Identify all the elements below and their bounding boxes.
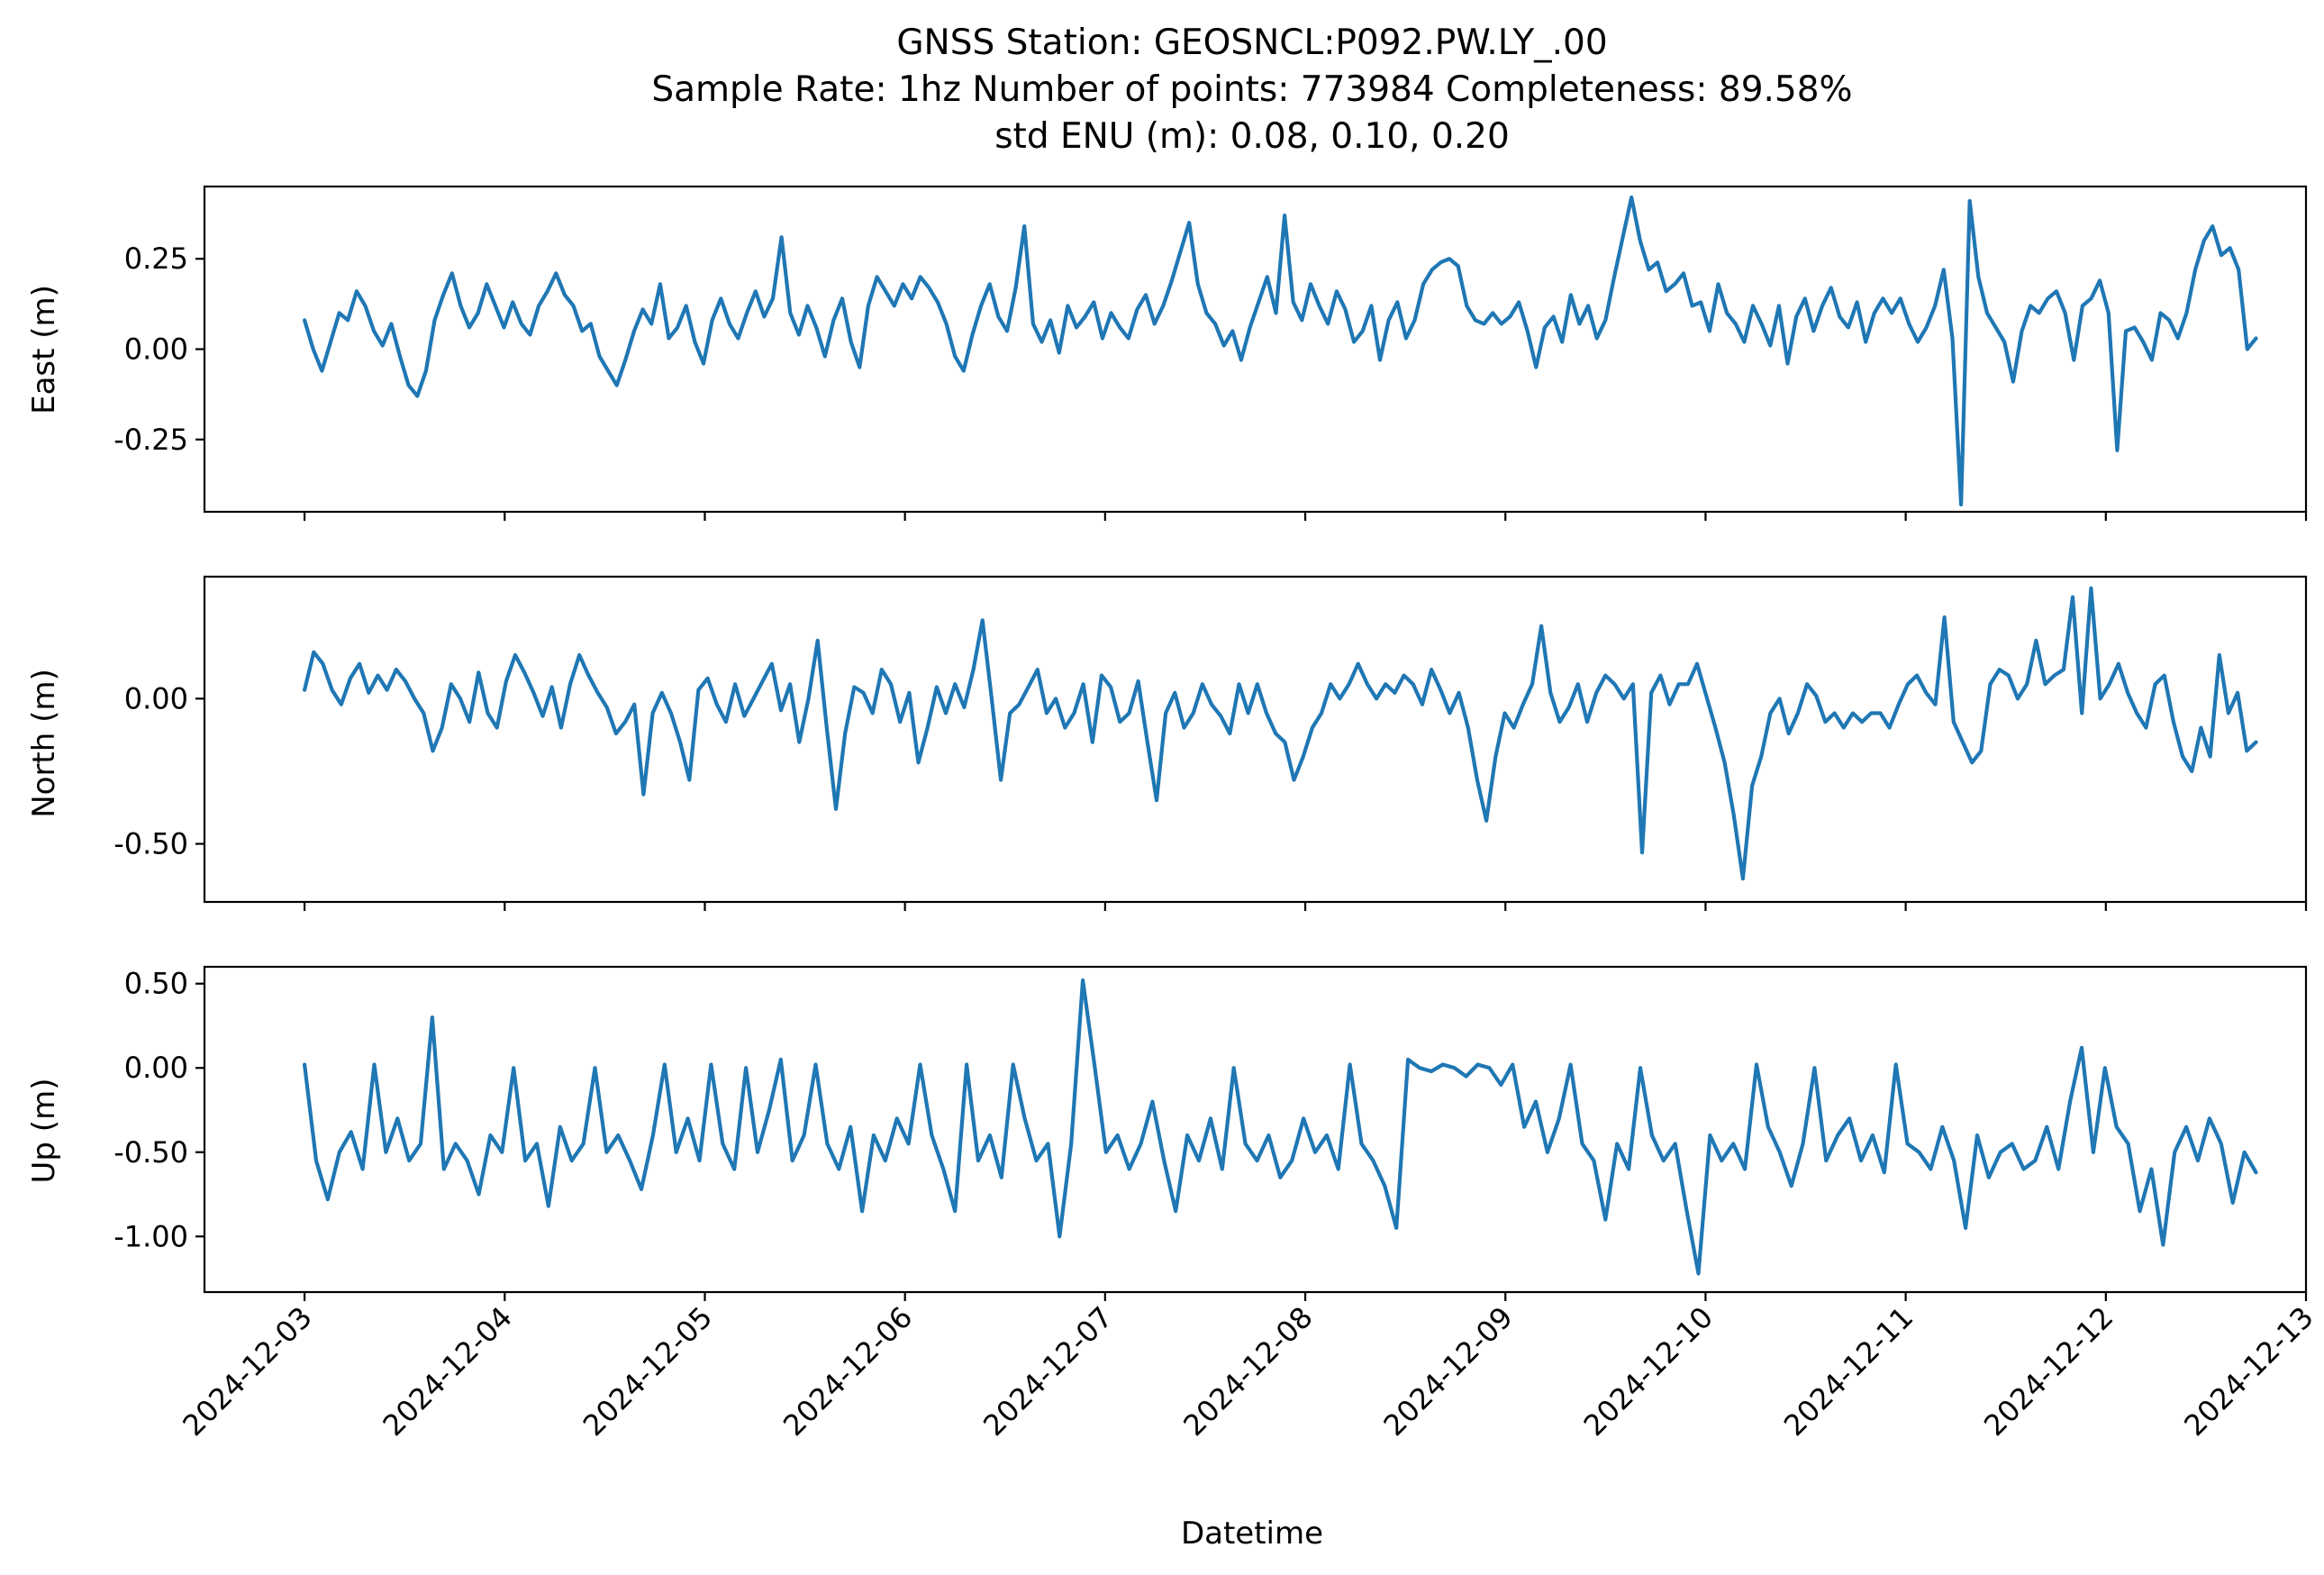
up-series-line xyxy=(303,978,2258,1276)
up-panel: Up (m) 0.50 0.00 -0.50 -1.00 xyxy=(26,965,2308,1301)
north-panel: North (m) 0.00 -0.50 xyxy=(26,575,2308,911)
east-ytick-label: 0.00 xyxy=(124,332,188,367)
up-axes-frame xyxy=(203,965,2308,1294)
north-axes-frame xyxy=(203,575,2308,904)
east-ylabel: East (m) xyxy=(26,285,62,414)
title-line-sample-info: Sample Rate: 1hz Number of points: 77398… xyxy=(651,69,1852,110)
up-ytick-label: -0.50 xyxy=(113,1135,188,1170)
title-line-std-enu: std ENU (m): 0.08, 0.10, 0.20 xyxy=(994,116,1510,157)
title-line-station: GNSS Station: GEOSNCL:P092.PW.LY_.00 xyxy=(896,23,1607,63)
east-panel: East (m) 0.25 0.00 -0.25 xyxy=(26,185,2308,521)
figure-title: GNSS Station: GEOSNCL:P092.PW.LY_.00 Sam… xyxy=(651,23,1852,157)
east-series-line xyxy=(303,195,2258,507)
north-ylabel: North (m) xyxy=(26,669,62,818)
x-axis-label: Datetime xyxy=(1181,1516,1323,1552)
north-ytick-label: 0.00 xyxy=(124,681,188,715)
east-ytick-label: 0.25 xyxy=(124,241,188,276)
up-ylabel: Up (m) xyxy=(26,1079,62,1184)
up-ytick-label: 0.00 xyxy=(124,1051,188,1085)
up-ytick-label: 0.50 xyxy=(124,967,188,1001)
up-ytick-label: -1.00 xyxy=(113,1219,188,1253)
east-ytick-label: -0.25 xyxy=(113,423,188,457)
north-series-line xyxy=(303,586,2258,881)
north-ytick-label: -0.50 xyxy=(113,827,188,861)
